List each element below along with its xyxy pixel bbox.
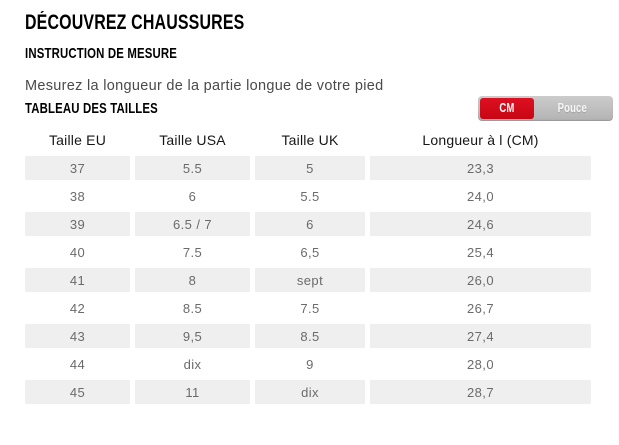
table-row: 39 6.5 / 7 6 24,6 (25, 212, 591, 236)
table-cell: 5.5 (300, 188, 320, 204)
size-table-body: 37 5.5 5 23,3 38 6 5.5 24,0 39 6.5 / 7 6 24,6 40 7.5 6… (25, 156, 591, 404)
table-row: 40 7.5 6,5 25,4 (25, 240, 591, 264)
table-cell: 40 (69, 244, 86, 260)
size-table-title: TABLEAU DES TAILLES (25, 99, 200, 117)
table-cell: dix (183, 356, 202, 372)
table-cell: 25,4 (467, 244, 494, 260)
unit-option-pouce-label: Pouce (557, 101, 588, 115)
column-header-length: Longueur à l (CM) (422, 132, 539, 148)
page-title: DÉCOUVREZ CHAUSSURES (25, 12, 619, 34)
table-row: 41 8 sept 26,0 (25, 268, 591, 292)
table-cell: 28,7 (370, 380, 591, 404)
table-row: 38 6 5.5 24,0 (25, 184, 591, 208)
table-row: 45 11 dix 28,7 (25, 380, 591, 404)
column-header-uk: Taille UK (281, 132, 339, 148)
table-cell: 44 (69, 356, 86, 372)
table-cell: 24,0 (467, 188, 494, 204)
unit-option-cm[interactable]: CM (480, 98, 534, 119)
table-cell: 7.5 (300, 300, 320, 316)
measure-instruction: Mesurez la longueur de la partie longue … (25, 78, 384, 94)
measure-section-title-text: INSTRUCTION DE MESURE (25, 45, 178, 62)
table-cell: 39 (25, 212, 130, 236)
table-cell: 38 (69, 188, 86, 204)
table-cell: 5.5 (135, 156, 250, 180)
measure-section-title: INSTRUCTION DE MESURE (25, 46, 619, 62)
table-cell: 23,3 (370, 156, 591, 180)
table-cell: 41 (25, 268, 130, 292)
table-cell: 11 (135, 380, 250, 404)
unit-option-pouce[interactable]: Pouce (534, 98, 611, 119)
table-cell: 37 (25, 156, 130, 180)
table-cell: 28,0 (467, 356, 494, 372)
size-guide-page: DÉCOUVREZ CHAUSSURES INSTRUCTION DE MESU… (0, 12, 619, 445)
table-cell: 24,6 (370, 212, 591, 236)
unit-option-cm-label: CM (499, 101, 515, 115)
table-cell: 42 (69, 300, 86, 316)
column-header-eu: Taille EU (48, 132, 107, 148)
table-cell: dix (255, 380, 365, 404)
header-row: Taille EU Taille USA Taille UK Longueur … (25, 128, 591, 152)
table-cell: 8.5 (182, 300, 203, 316)
table-cell: 45 (25, 380, 130, 404)
unit-toggle[interactable]: CM Pouce (478, 96, 613, 121)
table-cell: 5 (255, 156, 365, 180)
table-cell: 7.5 (182, 244, 203, 260)
table-cell: 6.5 / 7 (135, 212, 250, 236)
size-table-header: Taille EU Taille USA Taille UK Longueur … (25, 128, 591, 152)
table-cell: 8.5 (255, 324, 365, 348)
size-table: Taille EU Taille USA Taille UK Longueur … (20, 124, 596, 408)
table-row: 42 8.5 7.5 26,7 (25, 296, 591, 320)
table-cell: 6 (188, 188, 197, 204)
table-cell: 9 (306, 356, 314, 372)
table-cell: 8 (135, 268, 250, 292)
table-cell: 27,4 (370, 324, 591, 348)
size-table-title-text: TABLEAU DES TAILLES (25, 99, 158, 117)
table-cell: 9,5 (135, 324, 250, 348)
column-header-usa: Taille USA (159, 132, 226, 148)
table-row: 37 5.5 5 23,3 (25, 156, 591, 180)
table-cell: 26,7 (467, 300, 494, 316)
page-title-text: DÉCOUVREZ CHAUSSURES (25, 11, 245, 34)
table-cell: sept (255, 268, 365, 292)
table-cell: 26,0 (370, 268, 591, 292)
table-row: 44 dix 9 28,0 (25, 352, 591, 376)
table-row: 43 9,5 8.5 27,4 (25, 324, 591, 348)
table-cell: 43 (25, 324, 130, 348)
table-cell: 6 (255, 212, 365, 236)
table-title-row: TABLEAU DES TAILLES CM Pouce (25, 96, 613, 121)
table-cell: 6,5 (300, 244, 320, 260)
